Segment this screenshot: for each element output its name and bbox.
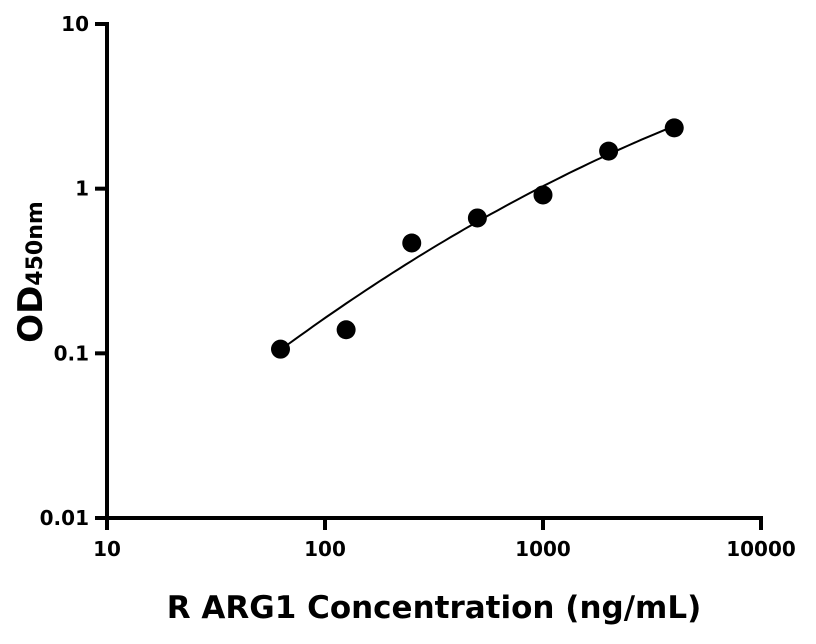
axes: [105, 22, 763, 520]
data-point: [533, 185, 553, 205]
data-point: [599, 141, 619, 161]
x-tick-label: 10: [93, 537, 121, 561]
ticks: 10 100 1000 10000 0.01 0.1 1 10: [40, 12, 796, 561]
x-axis-label: R ARG1 Concentration (ng/mL): [167, 590, 702, 626]
data-points: [271, 118, 684, 359]
y-tick-label: 0.1: [54, 341, 89, 365]
y-tick-label: 0.01: [40, 506, 89, 530]
fit-curve: [279, 125, 675, 351]
data-point: [402, 233, 422, 253]
x-tick-label: 100: [304, 537, 346, 561]
y-tick-label: 1: [75, 177, 89, 201]
y-axis-label-subscript: 450nm: [23, 201, 48, 286]
x-tick-label: 10000: [726, 537, 796, 561]
data-point: [336, 320, 356, 340]
data-point: [467, 208, 487, 228]
y-axis-label: OD450nm: [11, 201, 51, 343]
y-axis-label-main: OD: [11, 286, 51, 343]
data-point: [664, 118, 684, 138]
data-point: [271, 339, 291, 359]
x-tick-label: 1000: [515, 537, 571, 561]
y-tick-label: 10: [61, 12, 89, 36]
